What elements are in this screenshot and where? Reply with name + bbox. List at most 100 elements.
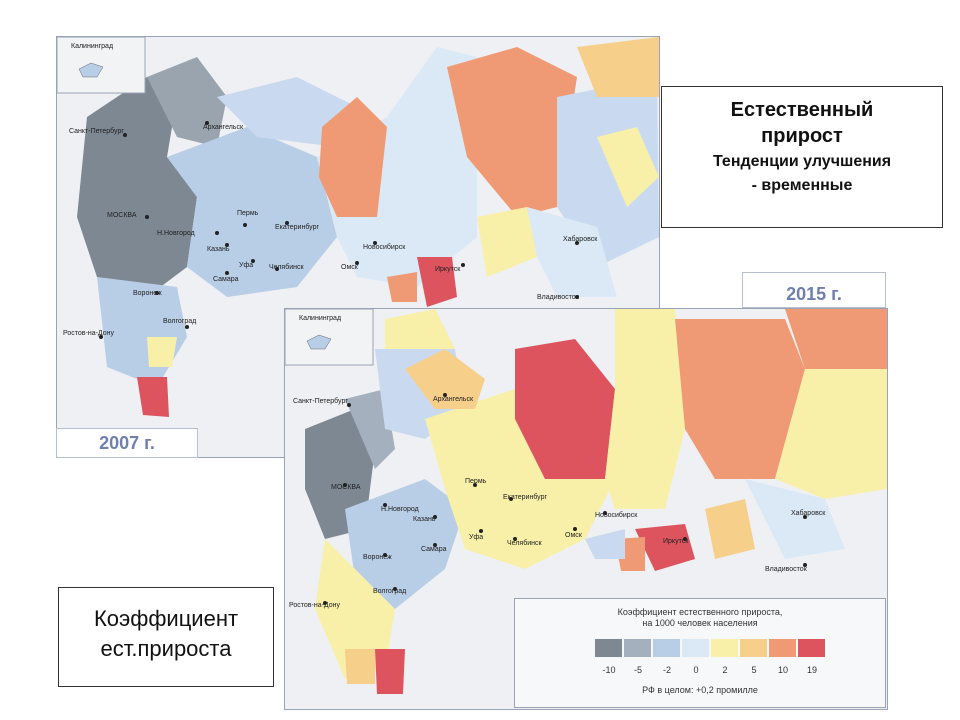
region-west-siberia <box>317 47 477 287</box>
region-chukotka-orange <box>785 309 887 369</box>
city-label: Волгоград <box>163 318 196 325</box>
region-dagestan-red <box>375 649 405 694</box>
city-label: Хабаровск <box>791 509 826 517</box>
city-label: Уфа <box>239 262 253 269</box>
year-label-2015: 2015 г. <box>742 272 886 308</box>
city-label: Новосибирск <box>595 511 638 519</box>
region-chukotka-yellow <box>577 37 659 97</box>
map-2007: Санкт-Петербург Архангельск МОСКВА Н.Нов… <box>56 36 660 458</box>
legend-tick-label: -10 <box>602 665 616 675</box>
region-far-east-yellow <box>597 127 659 207</box>
city-label: Волгоград <box>373 588 406 595</box>
city-labels: Санкт-Петербург Архангельск МОСКВА Н.Нов… <box>63 124 598 337</box>
region-krasnoyarsk-orange <box>447 47 577 217</box>
inset-kaliningrad-label: Калининград <box>71 43 114 50</box>
region-tyva-red <box>417 257 457 307</box>
title-line-2: прирост <box>761 125 843 147</box>
city-label: Екатеринбург <box>503 493 547 501</box>
region-caucasus-orange <box>345 649 375 684</box>
legend-tick-label: 2 <box>722 665 728 675</box>
region-volga-blue <box>345 479 465 609</box>
legend-tick-label: -2 <box>662 665 671 675</box>
legend-swatch <box>624 639 651 657</box>
city-labels: Санкт-Петербург Архангельск МОСКВА Н.Нов… <box>289 396 826 609</box>
city-label: Архангельск <box>203 124 244 131</box>
title-line-3: Тенденции улучшения <box>712 153 892 170</box>
city-label: Челябинск <box>507 539 542 547</box>
legend-swatch <box>653 639 680 657</box>
city-label: Новосибирск <box>363 243 406 251</box>
legend-tick-label: 19 <box>806 665 817 675</box>
coefficient-line-1: Коэффициент <box>93 606 239 631</box>
region-yamal-red <box>515 339 615 479</box>
region-altai-orange <box>387 272 417 302</box>
region-kalmykia-yellow <box>147 337 177 367</box>
region-yamal-orange <box>319 97 387 217</box>
region-amur-blue <box>527 207 617 297</box>
city-label: Санкт-Петербург <box>293 397 348 405</box>
legend-footer: РФ в целом: +0,2 промилле <box>642 685 758 695</box>
inset-kaliningrad-label: Калининград <box>299 315 342 322</box>
city-label: Пермь <box>465 478 487 485</box>
city-label: Пермь <box>237 210 259 217</box>
city-markers <box>323 393 807 605</box>
city-label: Иркутск <box>435 266 461 273</box>
city-label: МОСКВА <box>107 212 137 219</box>
region-komi-orange <box>405 349 485 409</box>
year-label-2007: 2007 г. <box>56 428 198 458</box>
region-yakutia-yellow <box>775 369 887 499</box>
region-buryatia-orange <box>705 499 755 559</box>
city-label: Казань <box>207 246 230 253</box>
city-label: Самара <box>421 546 447 553</box>
city-label: Хабаровск <box>563 235 598 243</box>
region-northwest-dark <box>77 77 197 297</box>
map-2007-regions: Санкт-Петербург Архангельск МОСКВА Н.Нов… <box>57 37 659 457</box>
title-box: Естественный прирост Тенденции улучшения… <box>661 86 943 228</box>
region-south-yellow <box>315 539 395 679</box>
city-label: Омск <box>565 532 583 539</box>
city-label: Уфа <box>469 534 483 541</box>
legend-scale: -10 -5 -2 0 2 5 10 19 <box>595 639 827 679</box>
region-kemerovo-blue <box>585 529 625 559</box>
city-label: Н.Новгород <box>157 230 195 237</box>
city-label: Екатеринбург <box>275 223 319 231</box>
city-label: Казань <box>413 516 436 523</box>
city-label: Владивосток <box>765 566 808 573</box>
city-label: Владивосток <box>537 294 580 301</box>
region-krasnoyarsk-orange <box>675 319 805 479</box>
region-tyva-red <box>635 524 695 571</box>
legend-tick-label: 0 <box>693 665 699 675</box>
legend-swatch <box>769 639 796 657</box>
city-label: Ростов-на-Дону <box>289 602 340 609</box>
region-central-siberia <box>605 309 685 509</box>
coefficient-box: Коэффициент ест.прироста <box>58 587 274 687</box>
title-line-1: Естественный <box>730 99 874 121</box>
coefficient-line-2: ест.прироста <box>100 636 232 661</box>
region-dagestan-red <box>137 377 169 417</box>
legend-swatch <box>740 639 767 657</box>
region-far-east-blue <box>745 479 845 559</box>
city-label: Н.Новгород <box>381 506 419 513</box>
legend-swatch <box>682 639 709 657</box>
city-label: Самара <box>213 276 239 283</box>
city-label: МОСКВА <box>331 484 361 491</box>
legend-title-1: Коэффициент естественного прироста, <box>617 607 783 617</box>
title-line-4: - временные <box>751 177 853 194</box>
region-yakutia-blue <box>557 77 659 267</box>
legend-swatch <box>798 639 825 657</box>
legend-title-2: на 1000 человек населения <box>642 618 758 628</box>
city-label: Челябинск <box>269 263 304 271</box>
city-label: Санкт-Петербург <box>69 127 124 135</box>
legend-tick-label: -5 <box>633 665 642 675</box>
legend: Коэффициент естественного прироста, на 1… <box>514 598 886 708</box>
city-label: Архангельск <box>433 396 474 403</box>
city-label: Омск <box>341 264 359 271</box>
legend-swatch <box>595 639 622 657</box>
city-label: Ростов-на-Дону <box>63 330 114 337</box>
city-label: Иркутск <box>663 538 689 545</box>
legend-tick-label: 10 <box>777 665 788 675</box>
city-label: Воронеж <box>363 554 392 561</box>
city-markers <box>99 121 579 339</box>
legend-swatch <box>711 639 738 657</box>
legend-tick-label: 5 <box>751 665 757 675</box>
